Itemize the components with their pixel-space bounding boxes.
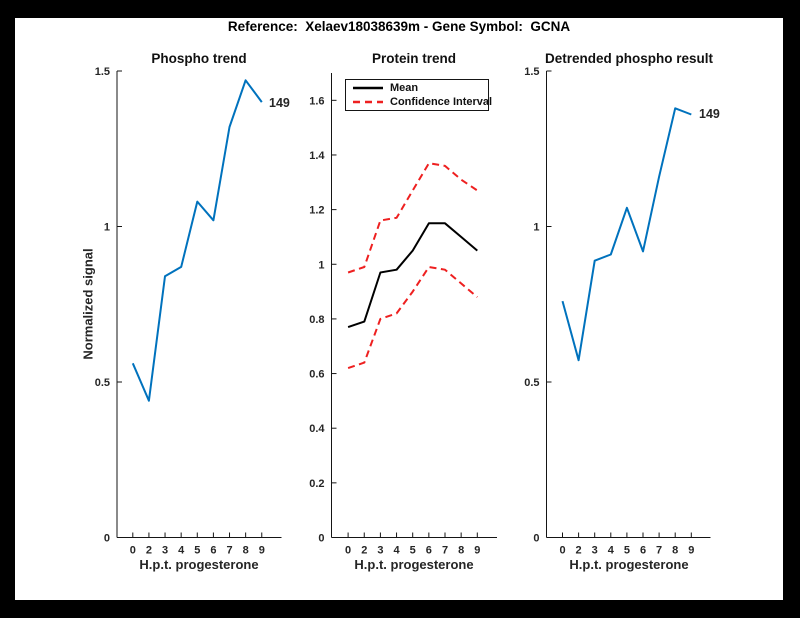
y-tick-label: 1.4 bbox=[309, 150, 325, 162]
subplot3-xlabel: H.p.t. progesterone bbox=[569, 557, 689, 572]
x-tick-label: 9 bbox=[688, 545, 694, 557]
y-tick-label: 1 bbox=[318, 259, 324, 271]
x-tick-label: 5 bbox=[624, 545, 630, 557]
x-tick-label: 3 bbox=[592, 545, 598, 557]
x-tick-label: 7 bbox=[226, 545, 232, 557]
subplot2-xlabel: H.p.t. progesterone bbox=[354, 557, 474, 572]
x-tick-label: 4 bbox=[393, 545, 400, 557]
figure-title: Reference: Xelaev18038639m - Gene Symbol… bbox=[227, 19, 571, 34]
y-tick-label: 1.5 bbox=[524, 66, 539, 78]
legend-box: Mean Confidence Interval bbox=[345, 79, 492, 111]
subplot1-title: Phospho trend bbox=[151, 51, 247, 66]
x-tick-label: 0 bbox=[559, 545, 565, 557]
y-tick-label: 0.4 bbox=[309, 423, 325, 435]
x-tick-label: 0 bbox=[345, 545, 351, 557]
subplot-2-axes: 00.20.40.60.811.21.41.60 2 3 4 5 6 7 8 9 bbox=[309, 73, 497, 557]
y-tick-label: 0.5 bbox=[524, 377, 539, 389]
x-tick-label: 6 bbox=[640, 545, 646, 557]
legend-item-mean: Mean bbox=[346, 81, 488, 95]
y-tick-label: 0.5 bbox=[95, 377, 110, 389]
confidence-interval-lower-line bbox=[347, 266, 478, 370]
x-tick-label: 4 bbox=[178, 545, 185, 557]
y-tick-label: 0.6 bbox=[309, 369, 324, 381]
y-tick-label: 0 bbox=[318, 533, 324, 545]
y-tick-label: 1.2 bbox=[309, 205, 324, 217]
subplot3-title: Detrended phospho result bbox=[544, 51, 713, 66]
y-tick-label: 0 bbox=[533, 533, 539, 545]
detrended-phospho-line bbox=[561, 107, 692, 362]
x-tick-label: 4 bbox=[608, 545, 615, 557]
legend-label-confidence-interval: Confidence Interval bbox=[390, 96, 493, 109]
x-tick-label: 8 bbox=[672, 545, 678, 557]
y-tick-label: 0 bbox=[104, 533, 110, 545]
x-tick-label: 2 bbox=[576, 545, 582, 557]
x-tick-label: 7 bbox=[656, 545, 662, 557]
subplot1-end-value-label: 149 bbox=[269, 96, 290, 110]
x-tick-label: 3 bbox=[162, 545, 168, 557]
x-tick-label: 2 bbox=[146, 545, 152, 557]
subplot1-ylabel: Normalized signal bbox=[80, 248, 96, 360]
x-tick-label: 2 bbox=[361, 545, 367, 557]
subplot3-end-value-label: 149 bbox=[699, 107, 720, 121]
x-tick-label: 5 bbox=[410, 545, 416, 557]
x-tick-label: 6 bbox=[426, 545, 432, 557]
x-tick-label: 8 bbox=[458, 545, 464, 557]
x-tick-label: 5 bbox=[194, 545, 200, 557]
phospho-signal-line bbox=[131, 79, 263, 402]
x-tick-label: 7 bbox=[442, 545, 448, 557]
legend-item-confidence-interval: Confidence Interval bbox=[346, 95, 492, 109]
subplot2-title: Protein trend bbox=[371, 51, 456, 66]
x-tick-label: 6 bbox=[210, 545, 216, 557]
confidence-interval-upper-line bbox=[347, 162, 478, 274]
x-tick-label: 0 bbox=[130, 545, 136, 557]
y-tick-label: 1 bbox=[104, 222, 110, 234]
x-tick-label: 9 bbox=[259, 545, 265, 557]
subplot1-xlabel: H.p.t. progesterone bbox=[139, 557, 259, 572]
subplot-3-axes: 00.511.50 2 3 4 5 6 7 8 9 bbox=[524, 66, 711, 557]
y-tick-label: 0.2 bbox=[309, 478, 324, 490]
mean-line bbox=[347, 222, 478, 329]
x-tick-label: 3 bbox=[377, 545, 383, 557]
subplot-1-axes: 00.511.50 2 3 4 5 6 7 8 9 bbox=[95, 66, 282, 557]
legend-label-mean: Mean bbox=[390, 81, 419, 94]
mean-line-sample-icon bbox=[353, 86, 383, 89]
y-tick-label: 0.8 bbox=[309, 314, 324, 326]
y-tick-label: 1.5 bbox=[95, 66, 110, 78]
x-tick-label: 8 bbox=[243, 545, 249, 557]
x-tick-label: 9 bbox=[474, 545, 480, 557]
y-tick-label: 1 bbox=[533, 222, 539, 234]
y-tick-label: 1.6 bbox=[309, 95, 324, 107]
confidence-interval-line-sample-icon bbox=[353, 101, 383, 104]
